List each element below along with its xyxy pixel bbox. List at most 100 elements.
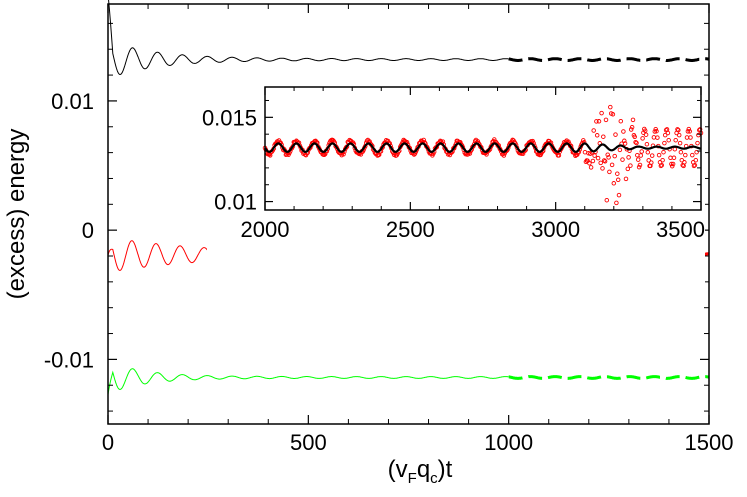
inset-data-point xyxy=(622,141,628,146)
inset-data-point xyxy=(693,157,699,163)
series-green-line xyxy=(107,368,509,395)
inset-chart: 2000 2500 3000 3500 0.01 0.015 xyxy=(202,86,705,300)
inset-data-point xyxy=(341,152,346,157)
inset-data-point xyxy=(645,150,651,155)
inset-data-point xyxy=(600,166,605,171)
inset-data-point xyxy=(635,157,641,162)
inset-data-point xyxy=(642,128,648,133)
inset-data-point xyxy=(652,129,658,134)
inset-data-point xyxy=(604,197,610,203)
inset-data-point xyxy=(618,118,624,124)
x-axis-title: (vFqc)t xyxy=(388,456,453,487)
inset-data-point xyxy=(676,132,682,138)
inset-y-tick-label: 0.015 xyxy=(202,105,257,130)
inset-data-point xyxy=(322,152,327,158)
inset-data-point xyxy=(421,137,426,143)
inset-data-point xyxy=(690,152,695,158)
inset-data-point xyxy=(614,200,619,206)
inset-data-point xyxy=(662,132,668,138)
inset-data-point xyxy=(601,134,606,139)
series-green-dashed xyxy=(508,375,710,380)
inset-data-point xyxy=(692,162,698,168)
inset-data-point xyxy=(632,134,637,140)
x-tick-label: 0 xyxy=(102,430,114,455)
inset-data-point xyxy=(596,119,602,124)
inset-data-point xyxy=(649,153,655,158)
inset-data-point xyxy=(633,139,638,145)
inset-data-point xyxy=(591,128,596,133)
inset-data-point xyxy=(621,129,626,134)
inset-data-point xyxy=(613,132,618,137)
inset-data-point xyxy=(628,163,633,168)
inset-data-point xyxy=(602,159,608,164)
inset-data-point xyxy=(598,160,603,166)
inset-x-tick-label: 2000 xyxy=(241,217,290,242)
inset-data-point xyxy=(643,132,649,137)
inset-data-point xyxy=(595,155,601,161)
inset-data-point xyxy=(649,160,654,165)
inset-data-point xyxy=(669,163,675,169)
inset-data-point xyxy=(695,140,700,146)
y-tick-label: -0.01 xyxy=(44,347,94,372)
inset-data-point xyxy=(640,136,645,141)
inset-data-point xyxy=(661,149,666,155)
inset-data-point xyxy=(629,124,635,130)
y-axis-title: (excess) energy xyxy=(3,129,30,300)
inset-data-point xyxy=(678,149,684,155)
inset-data-point xyxy=(590,158,596,164)
inset-data-point xyxy=(660,157,665,163)
inset-data-point xyxy=(603,117,609,123)
x-axis-title-open: (v xyxy=(388,456,408,483)
inset-data-point xyxy=(658,163,664,169)
inset-data-point xyxy=(610,112,616,117)
inset-background xyxy=(207,86,705,300)
inset-data-point xyxy=(626,155,631,160)
inset-data-point xyxy=(612,153,617,159)
inset-data-point xyxy=(638,153,644,158)
inset-data-point xyxy=(673,137,678,143)
inset-x-tick-label: 2500 xyxy=(386,217,435,242)
series-black-dashed xyxy=(508,57,710,62)
x-axis-title-sub-f: F xyxy=(408,470,417,487)
inset-plot-frame xyxy=(264,86,702,211)
inset-data-point xyxy=(656,152,662,158)
inset-data-point xyxy=(501,153,507,158)
inset-data-point xyxy=(665,130,671,136)
inset-data-point xyxy=(611,181,617,186)
x-tick-label: 1500 xyxy=(685,430,734,455)
inset-data-point xyxy=(601,158,607,163)
inset-data-point xyxy=(587,161,592,166)
inset-data-point xyxy=(682,160,687,165)
inset-data-point xyxy=(694,149,699,155)
inset-data-point xyxy=(594,119,599,124)
inset-data-point xyxy=(691,163,697,169)
x-axis-title-sub-c: c xyxy=(430,470,438,487)
inset-data-point xyxy=(606,155,611,160)
inset-data-point xyxy=(685,129,691,134)
inset-data-point xyxy=(662,140,667,146)
series-black-line xyxy=(108,0,509,76)
x-axis-title-q: q xyxy=(417,456,430,483)
inset-data-point xyxy=(616,192,622,198)
inset-y-tick-label: 0.01 xyxy=(214,190,257,215)
main-plot-frame xyxy=(107,3,710,425)
inset-data-point xyxy=(599,110,604,116)
inset-data-point xyxy=(677,140,683,146)
inset-data-point xyxy=(622,138,627,144)
inset-data-point xyxy=(655,135,660,140)
inset-x-tick-label: 3000 xyxy=(531,217,580,242)
inset-data-point xyxy=(639,149,644,154)
x-axis-title-close: )t xyxy=(438,456,453,483)
inset-data-point xyxy=(688,135,693,140)
inset-data-point xyxy=(683,152,688,158)
inset-data-point xyxy=(620,157,625,162)
inset-series-layer xyxy=(262,104,704,206)
inset-reference-line xyxy=(264,142,702,153)
inset-data-point xyxy=(654,128,659,134)
inset-data-point xyxy=(588,165,594,170)
inset-data-point xyxy=(594,133,600,138)
inset-data-point xyxy=(675,127,680,132)
inset-axis-ticks: 2000 2500 3000 3500 0.01 0.015 xyxy=(202,87,705,242)
main-axis-ticks: 0 500 1000 1500 -0.01 0 0.01 xyxy=(44,4,734,455)
inset-data-point xyxy=(676,127,681,133)
